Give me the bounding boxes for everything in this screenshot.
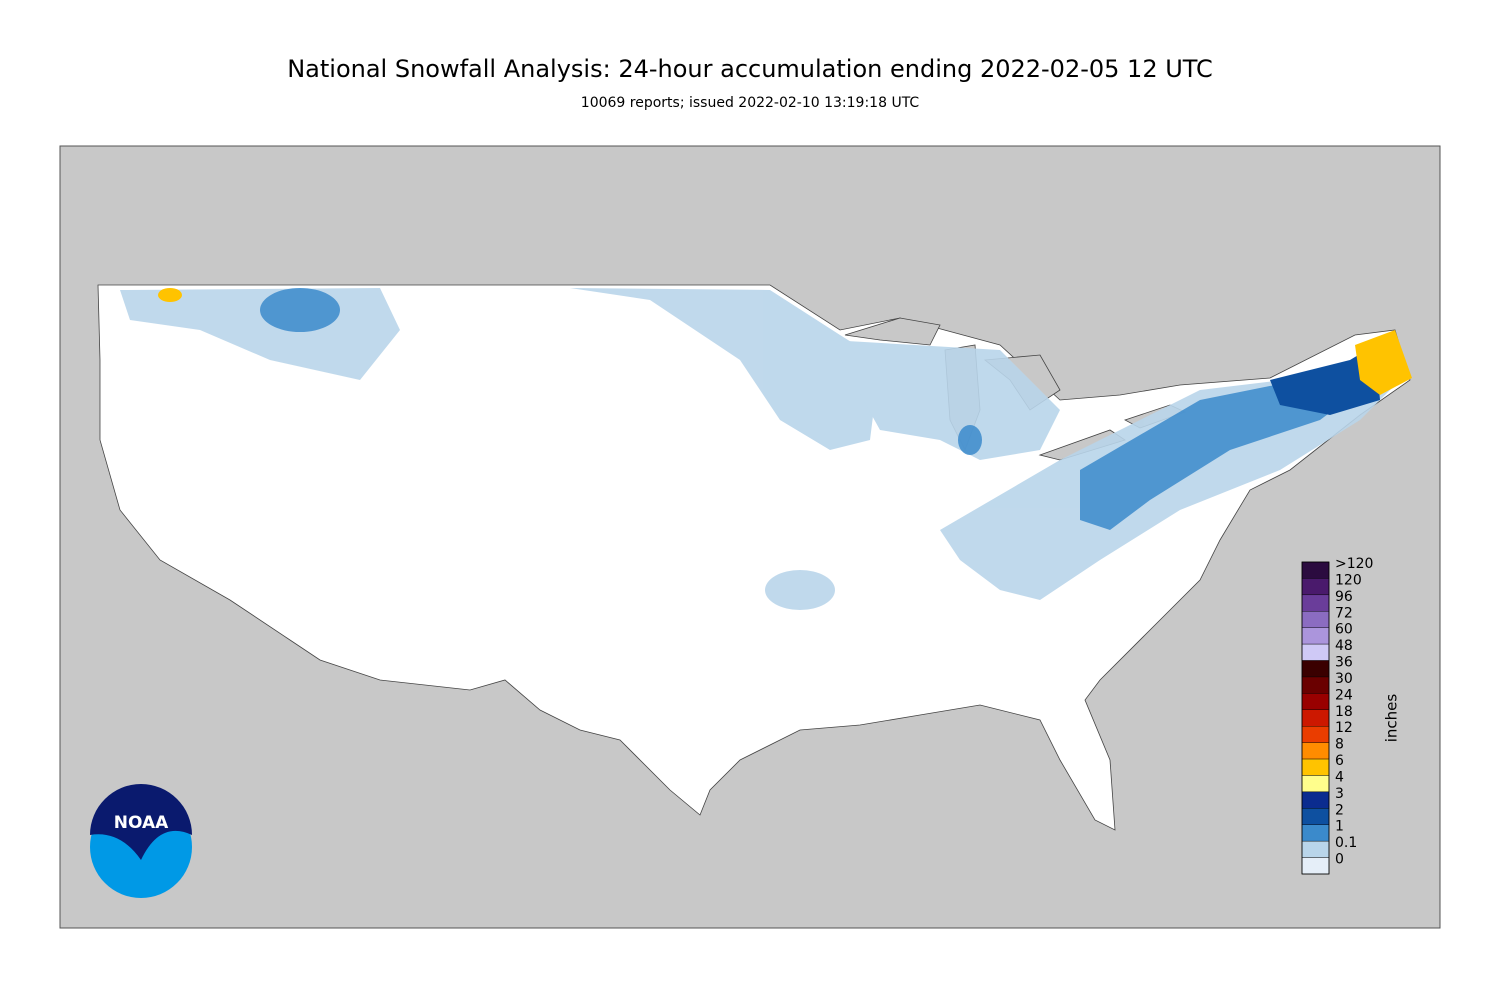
snow-area — [158, 288, 182, 302]
snow-area — [1080, 380, 1360, 530]
legend-swatch — [1301, 808, 1330, 825]
legend-swatch — [1301, 824, 1330, 842]
snow-deep — [158, 288, 1412, 415]
legend-swatch — [1301, 857, 1330, 875]
legend-label: 36 — [1335, 655, 1353, 671]
title: National Snowfall Analysis: 24-hour accu… — [287, 55, 1213, 83]
legend-title: inches — [1383, 694, 1401, 743]
legend-swatch — [1301, 611, 1330, 628]
legend-swatch — [1301, 709, 1330, 727]
legend-label: 12 — [1335, 720, 1353, 736]
legend-swatch — [1301, 627, 1330, 645]
snow-area — [1355, 330, 1412, 395]
legend-label: 0.1 — [1335, 835, 1357, 851]
snow-area — [830, 340, 1060, 460]
legend-label: 24 — [1335, 687, 1353, 703]
legend-swatch — [1301, 791, 1330, 809]
legend-label: 60 — [1335, 622, 1353, 638]
legend-swatch — [1301, 660, 1330, 678]
legend-label: 3 — [1335, 786, 1344, 802]
legend-label: 120 — [1335, 572, 1362, 588]
legend-swatch — [1301, 643, 1330, 661]
legend-swatch — [1301, 676, 1330, 694]
legend-swatch — [1301, 561, 1330, 579]
legend-label: 0 — [1335, 852, 1344, 868]
legend-label: 8 — [1335, 737, 1344, 753]
legend-swatch — [1301, 775, 1330, 793]
legend: inches >1201209672604836302418128643210.… — [1301, 556, 1401, 875]
logo: NOAA — [90, 784, 192, 898]
conus — [97, 284, 1411, 831]
legend-swatch — [1301, 742, 1330, 760]
legend-label: >120 — [1335, 556, 1373, 572]
legend-swatch — [1301, 693, 1330, 710]
snow-heavy — [260, 288, 1360, 530]
legend-swatch — [1301, 726, 1330, 743]
legend-swatch — [1301, 594, 1330, 612]
legend-label: 18 — [1335, 704, 1353, 720]
snow-area — [570, 288, 880, 450]
logo-top — [90, 784, 192, 860]
legend-label: 1 — [1335, 819, 1344, 835]
map: NOAA — [59, 145, 1441, 929]
legend-swatch — [1301, 578, 1330, 596]
snow-area — [765, 570, 835, 610]
legend-label: 48 — [1335, 638, 1353, 654]
subtitle: 10069 reports; issued 2022-02-10 13:19:1… — [581, 95, 920, 111]
legend-label: 30 — [1335, 671, 1353, 687]
legend-label: 6 — [1335, 753, 1344, 769]
snow-area — [958, 425, 982, 455]
legend-label: 4 — [1335, 769, 1344, 785]
snow-area — [1270, 345, 1380, 415]
legend-label: 2 — [1335, 802, 1344, 818]
legend-swatch — [1301, 840, 1330, 858]
logo-text: NOAA — [114, 813, 169, 833]
legend-label: 72 — [1335, 605, 1353, 621]
legend-border — [1301, 561, 1330, 875]
legend-label: 96 — [1335, 589, 1353, 605]
legend-swatch — [1301, 758, 1330, 776]
snow-area — [260, 288, 340, 332]
